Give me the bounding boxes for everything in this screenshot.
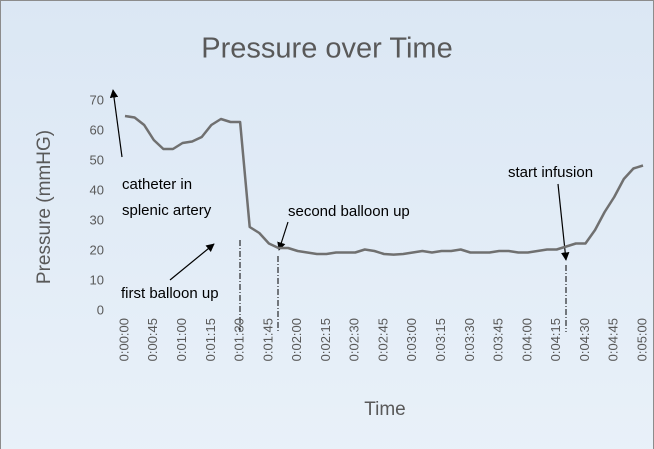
y-tick-label: 40	[90, 182, 104, 197]
y-axis-label: Pressure (mmHG)	[34, 130, 55, 284]
x-tick-label: 0:02:45	[375, 318, 390, 361]
x-tick-label: 0:04:30	[577, 318, 592, 361]
x-tick-label: 0:04:00	[519, 318, 534, 361]
arrow	[109, 89, 123, 158]
x-tick-label: 0:02:15	[318, 318, 333, 361]
y-tick-label: 20	[90, 242, 104, 257]
y-tick-label: 30	[90, 212, 104, 227]
x-tick-label: 0:04:45	[606, 318, 621, 361]
x-tick-label: 0:03:15	[433, 318, 448, 361]
annotation: splenic artery	[122, 202, 212, 219]
x-tick-label: 0:00:45	[145, 318, 160, 361]
x-tick-label: 0:01:30	[232, 318, 247, 361]
y-tick-label: 0	[97, 302, 104, 317]
x-tick-label: 0:05:00	[634, 318, 649, 361]
arrow	[277, 221, 289, 251]
arrow	[169, 243, 215, 281]
annotation: second balloon up	[288, 203, 410, 220]
annotation: first balloon up	[121, 285, 219, 302]
y-tick-label: 70	[90, 92, 104, 107]
x-tick-label: 0:03:45	[491, 318, 506, 361]
y-tick-label: 60	[90, 122, 104, 137]
x-tick-label: 0:01:45	[260, 318, 275, 361]
x-tick-label: 0:00:00	[116, 318, 131, 361]
x-tick-label: 0:02:00	[289, 318, 304, 361]
guides	[239, 240, 567, 332]
y-tick-label: 50	[90, 152, 104, 167]
x-tick-label: 0:01:00	[174, 318, 189, 361]
annotation: start infusion	[508, 164, 593, 181]
data-line	[124, 114, 644, 256]
chart-title: Pressure over Time	[201, 33, 452, 65]
x-tick-label: 0:03:30	[462, 318, 477, 361]
x-tick-label: 0:02:30	[347, 318, 362, 361]
y-tick-label: 10	[90, 272, 104, 287]
x-tick-label: 0:01:15	[203, 318, 218, 361]
annotation: catheter in	[122, 176, 192, 193]
x-tick-label: 0:04:15	[548, 318, 563, 361]
x-tick-label: 0:03:00	[404, 318, 419, 361]
x-axis-label: Time	[364, 399, 406, 420]
